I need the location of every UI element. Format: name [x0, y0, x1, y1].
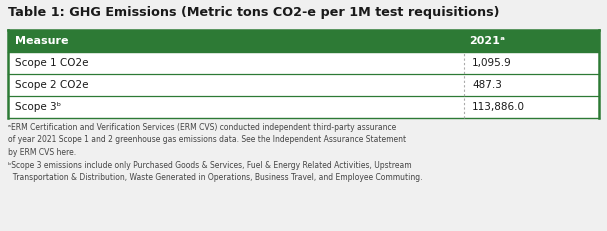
Bar [8, 30, 599, 52]
Text: Measure: Measure [15, 36, 69, 46]
Text: ᵃERM Certification and Verification Services (ERM CVS) conducted independent thi: ᵃERM Certification and Verification Serv… [8, 123, 406, 157]
Text: 2021ᵃ: 2021ᵃ [469, 36, 505, 46]
Text: 113,886.0: 113,886.0 [472, 102, 525, 112]
Text: Table 1: GHG Emissions (Metric tons CO2-e per 1M test requisitions): Table 1: GHG Emissions (Metric tons CO2-… [8, 6, 500, 19]
Text: ᵇScope 3 emissions include only Purchased Goods & Services, Fuel & Energy Relate: ᵇScope 3 emissions include only Purchase… [8, 161, 422, 182]
Text: Scope 3ᵇ: Scope 3ᵇ [15, 102, 61, 112]
Bar [8, 74, 599, 96]
Bar [8, 96, 599, 118]
Bar [8, 52, 599, 74]
Text: 1,095.9: 1,095.9 [472, 58, 512, 68]
Text: 487.3: 487.3 [472, 80, 502, 90]
Text: Scope 1 CO2e: Scope 1 CO2e [15, 58, 89, 68]
Text: Scope 2 CO2e: Scope 2 CO2e [15, 80, 89, 90]
